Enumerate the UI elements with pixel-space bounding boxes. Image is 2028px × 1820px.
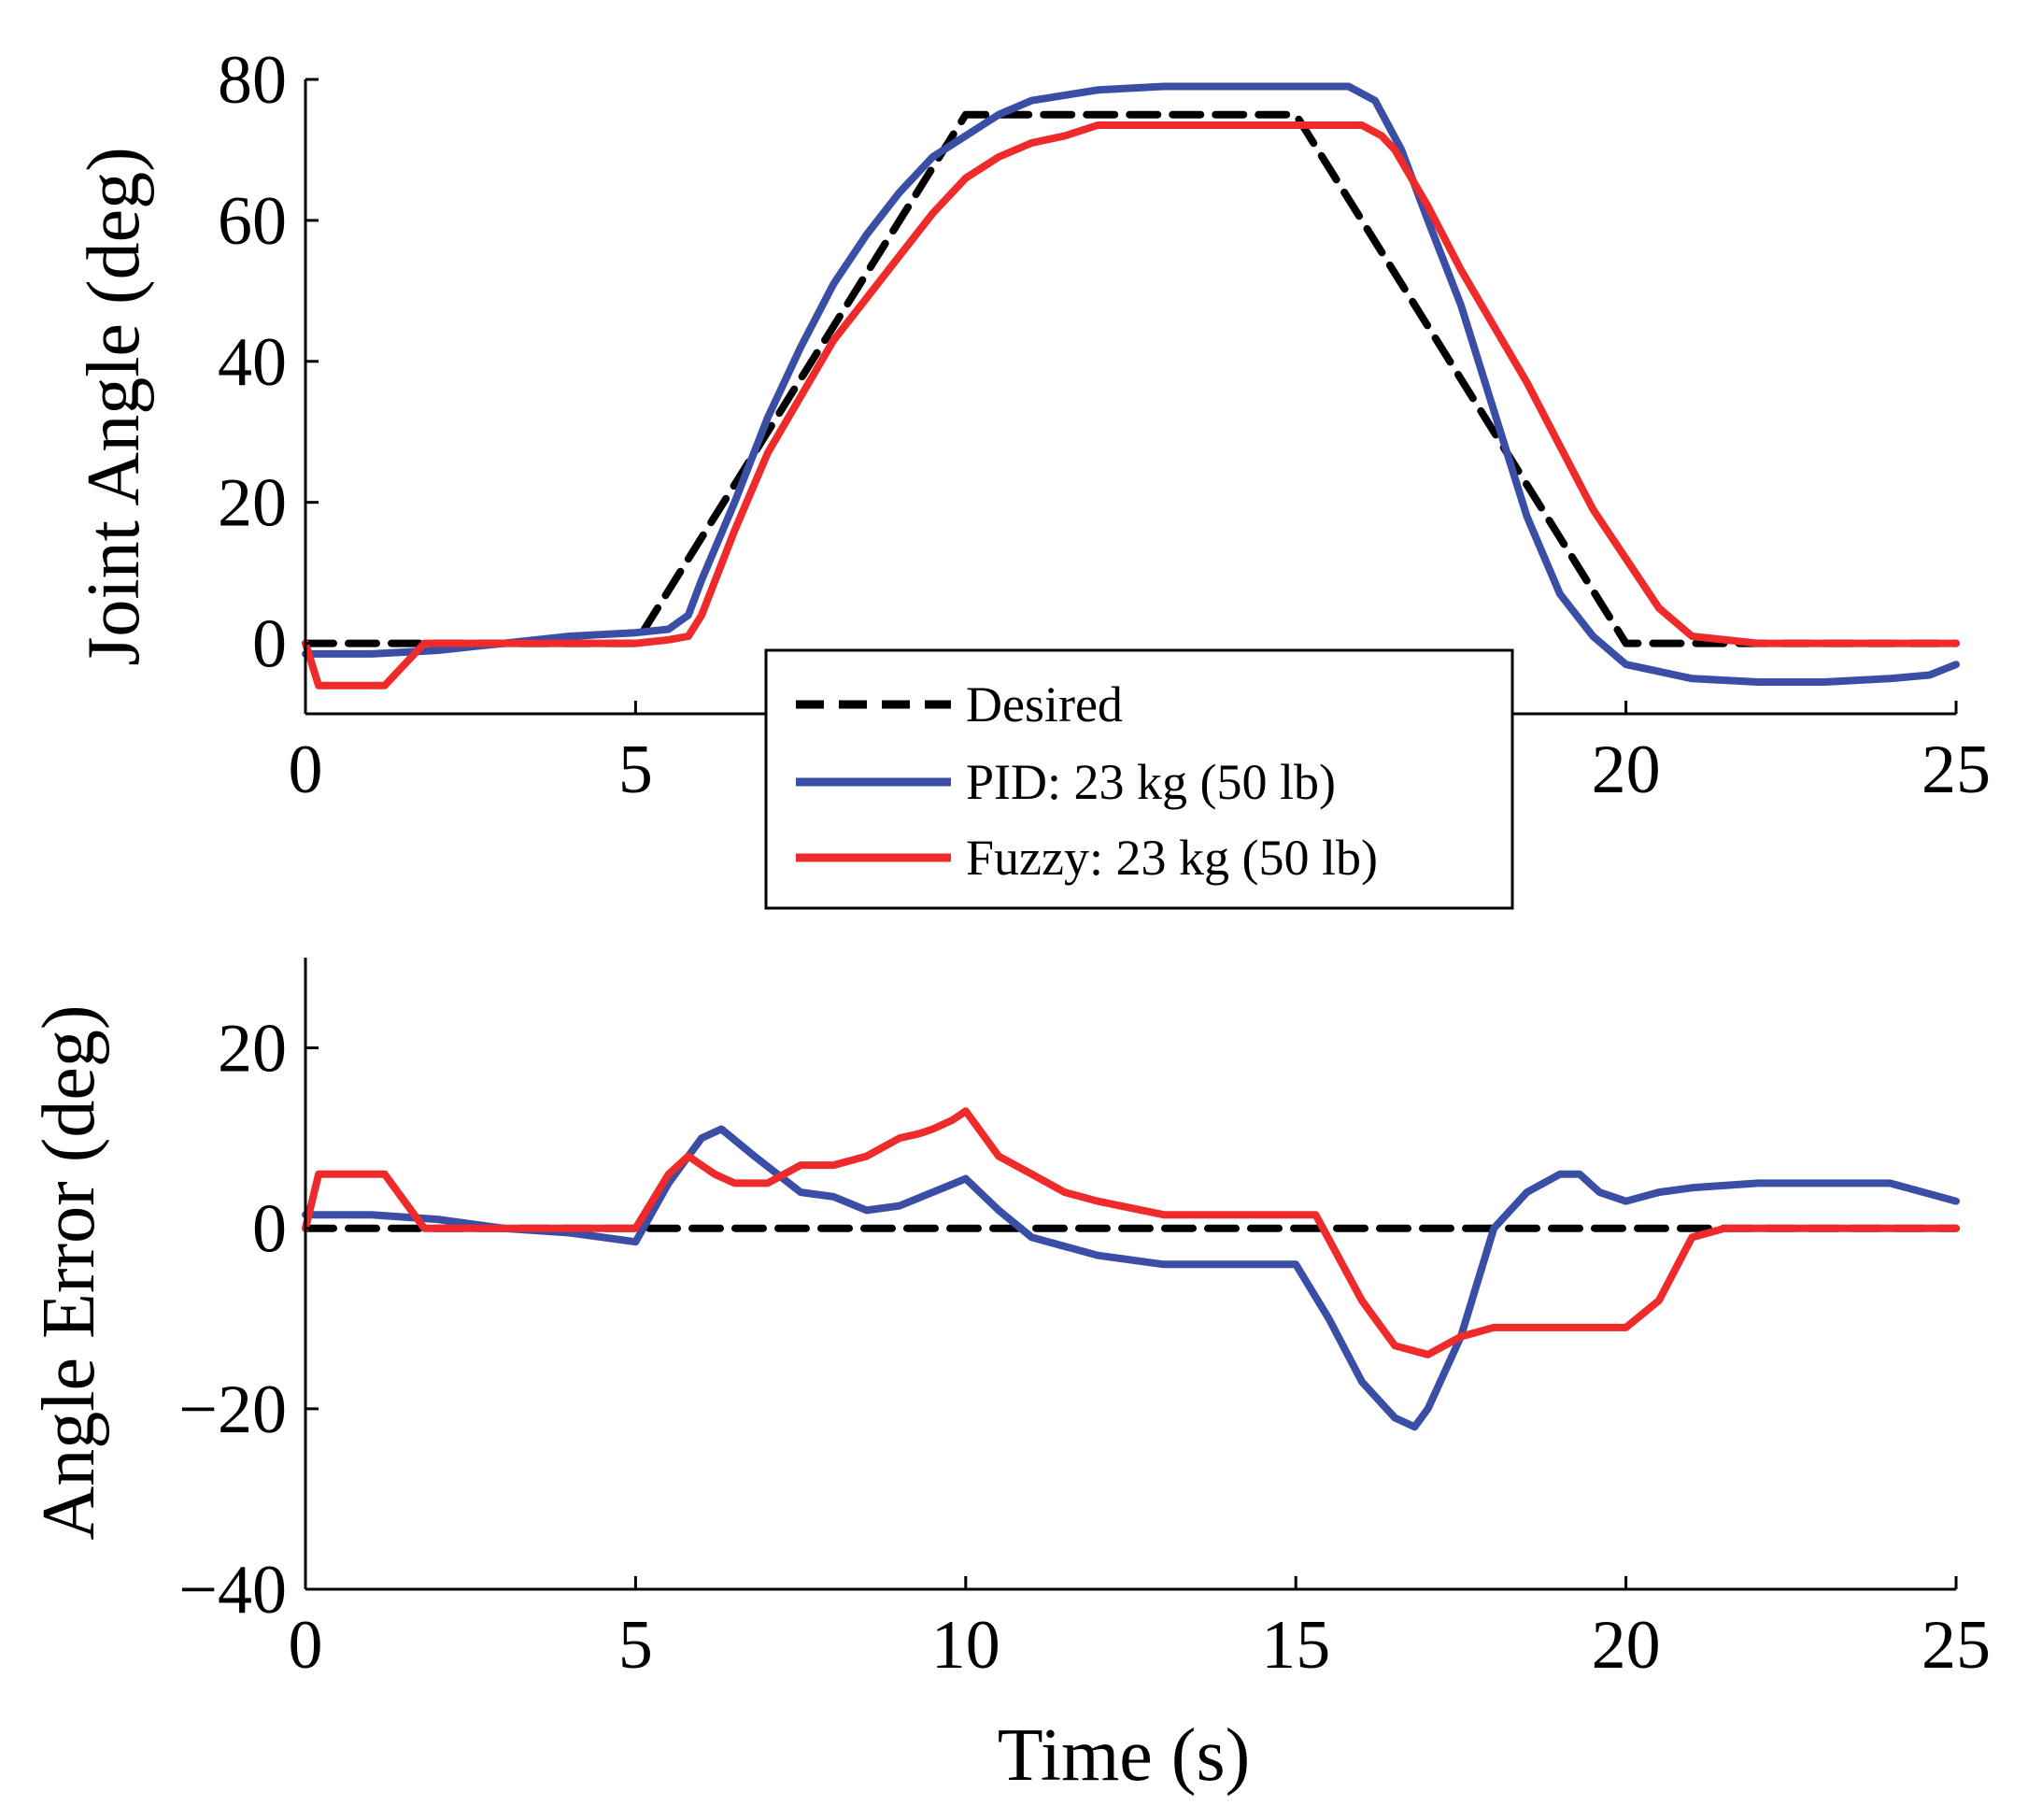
angle-error-x-tick-label: 0 bbox=[289, 1607, 323, 1684]
angle-error-y-tick-label: −20 bbox=[178, 1372, 287, 1448]
joint-angle-axes bbox=[304, 79, 1956, 716]
joint-angle-y-tick-label: 60 bbox=[218, 183, 287, 260]
angle-error-x-tick-label: 10 bbox=[931, 1607, 1000, 1684]
y-axis-title-angle-error: Angle Error (deg) bbox=[28, 1004, 110, 1540]
joint-angle-panel: 0 5 20 25 0 20 40 60 80 Joint Angle (deg) Desir… bbox=[73, 42, 1991, 910]
joint-angle-y-tick-label: 40 bbox=[218, 324, 287, 401]
joint-angle-x-ticks: 0 5 20 25 bbox=[289, 701, 1991, 808]
angle-error-axes bbox=[304, 958, 1956, 1591]
joint-angle-y-tick-label: 80 bbox=[218, 42, 287, 119]
legend-label-desired: Desired bbox=[966, 676, 1123, 732]
angle-error-series bbox=[302, 1107, 1960, 1431]
legend-label-fuzzy: Fuzzy: 23 kg (50 lb) bbox=[966, 830, 1378, 886]
joint-angle-series-pid bbox=[302, 82, 1960, 686]
joint-angle-series-desired bbox=[302, 110, 1960, 647]
angle-error-series-pid bbox=[302, 1125, 1960, 1431]
joint-angle-y-tick-label: 20 bbox=[218, 465, 287, 542]
y-axis-title-joint-angle: Joint Angle (deg) bbox=[73, 147, 155, 665]
joint-angle-x-tick-label: 25 bbox=[1922, 732, 1991, 808]
angle-error-y-tick-label: 0 bbox=[252, 1191, 287, 1268]
joint-angle-x-tick-label: 0 bbox=[289, 732, 323, 808]
angle-error-series-fuzzy bbox=[302, 1107, 1960, 1358]
joint-angle-x-tick-label: 5 bbox=[618, 732, 653, 808]
angle-error-panel: 0 5 10 15 20 25 −40 −20 0 20 Angle Error (deg) T… bbox=[28, 958, 1991, 1797]
angle-error-x-ticks: 0 5 10 15 20 25 bbox=[289, 1576, 1991, 1684]
joint-angle-y-tick-label: 0 bbox=[252, 606, 287, 683]
joint-angle-x-tick-label: 20 bbox=[1592, 732, 1661, 808]
joint-angle-series-fuzzy bbox=[302, 121, 1960, 690]
angle-error-y-ticks: −40 −20 0 20 bbox=[178, 1011, 319, 1628]
angle-error-y-tick-label: 20 bbox=[218, 1011, 287, 1088]
x-axis-title-time: Time (s) bbox=[998, 1714, 1250, 1797]
joint-angle-series bbox=[302, 82, 1960, 690]
angle-error-x-tick-label: 25 bbox=[1922, 1607, 1991, 1684]
angle-error-x-tick-label: 5 bbox=[618, 1607, 653, 1684]
legend-label-pid: PID: 23 kg (50 lb) bbox=[966, 754, 1336, 810]
angle-error-x-tick-label: 20 bbox=[1592, 1607, 1661, 1684]
joint-angle-y-ticks: 0 20 40 60 80 bbox=[218, 42, 319, 683]
angle-error-y-tick-label: −40 bbox=[178, 1552, 287, 1628]
angle-error-x-tick-label: 15 bbox=[1261, 1607, 1330, 1684]
legend: Desired PID: 23 kg (50 lb) Fuzzy: 23 kg … bbox=[764, 648, 1514, 910]
